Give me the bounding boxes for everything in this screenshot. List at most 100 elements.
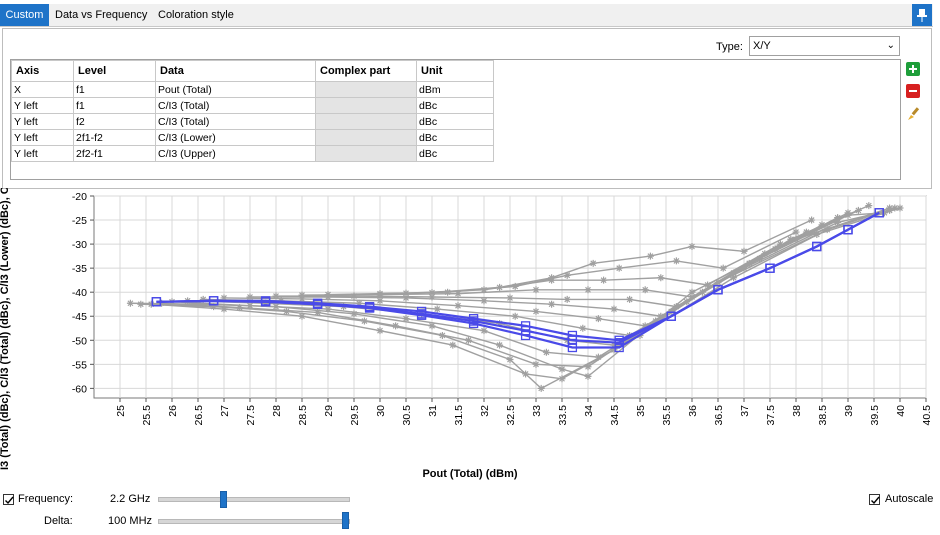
column-header-level[interactable]: Level [74,61,156,82]
tab-custom[interactable]: Custom [0,4,49,26]
x-tick-label: 40.5 [921,405,933,426]
cell-level[interactable]: 2f2-f1 [74,146,156,162]
cell-complex-part [316,114,417,130]
frequency-slider[interactable] [158,497,350,502]
pin-button[interactable] [912,4,932,26]
gray-series-point [299,313,306,320]
gray-series-point [496,342,503,349]
x-tick-label: 37.5 [765,405,777,426]
cell-data[interactable]: C/I3 (Lower) [156,130,316,146]
table-row[interactable]: Y left 2f2-f1 C/I3 (Upper) dBc [12,146,494,162]
cell-unit[interactable]: dBc [417,146,494,162]
x-tick-label: 28.5 [297,405,309,426]
cell-unit[interactable]: dBc [417,114,494,130]
gray-series-point [793,229,800,236]
frequency-checkbox[interactable] [3,494,14,505]
x-tick-label: 30 [375,405,387,417]
gray-series-point [611,306,618,313]
x-tick-label: 33 [531,405,543,417]
gray-series-point [657,313,664,320]
x-tick-label: 36.5 [713,405,725,426]
table-row[interactable]: Y left 2f1-f2 C/I3 (Lower) dBc [12,130,494,146]
x-tick-label: 31 [427,405,439,417]
cell-unit[interactable]: dBc [417,130,494,146]
gray-series-point [673,303,680,310]
gray-series-point [741,248,748,255]
cell-axis[interactable]: Y left [12,130,74,146]
x-tick-label: 30.5 [401,405,413,426]
gray-series-point [585,373,592,380]
tab-coloration-style[interactable]: Coloration style [158,4,234,26]
tab-data-vs-frequency[interactable]: Data vs Frequency [55,4,147,26]
cell-axis[interactable]: Y left [12,146,74,162]
delta-slider-thumb[interactable] [342,512,349,529]
cell-axis[interactable]: Y left [12,98,74,114]
x-tick-label: 29.5 [349,405,361,426]
cell-data[interactable]: C/I3 (Total) [156,114,316,130]
gray-series-point [548,274,555,281]
gray-series-point [533,286,540,293]
line-chart[interactable]: 25 25.5 26 26.5 27 27.5 28 28.5 29 29.5 30 30.5 31 31… [0,188,940,488]
tab-bar: Custom Data vs Frequency Coloration styl… [0,4,933,27]
cell-level[interactable]: 2f1-f2 [74,130,156,146]
autoscale-checkbox[interactable] [869,494,880,505]
gray-series-point [465,337,472,344]
gray-series-point [642,286,649,293]
cell-level[interactable]: f1 [74,82,156,98]
gray-series-point [881,209,888,216]
remove-row-button[interactable] [906,84,920,98]
gray-series-point [538,385,545,392]
gray-series-point [579,325,586,332]
gray-series-point [522,370,529,377]
gray-series-point [600,277,607,284]
gray-series-point [247,294,254,301]
column-header-complex-part[interactable]: Complex part [316,61,417,82]
cell-unit[interactable]: dBc [417,98,494,114]
frequency-value: 2.2 GHz [110,493,150,505]
gray-series-point [626,296,633,303]
gray-series-point [647,253,654,260]
x-tick-label: 25 [115,405,127,417]
cell-axis[interactable]: X [12,82,74,98]
add-row-button[interactable] [906,62,920,76]
cell-data[interactable]: C/I3 (Total) [156,98,316,114]
gray-series-point [673,257,680,264]
table-row[interactable]: Y left f2 C/I3 (Total) dBc [12,114,494,130]
cell-data[interactable]: Pout (Total) [156,82,316,98]
cell-unit[interactable]: dBm [417,82,494,98]
x-tick-label: 25.5 [141,405,153,426]
gray-series-point [127,300,134,307]
table-row[interactable]: X f1 Pout (Total) dBm [12,82,494,98]
gray-series-point [392,322,399,329]
column-header-data[interactable]: Data [156,61,316,82]
x-tick-label: 27.5 [245,405,257,426]
column-header-axis[interactable]: Axis [12,61,74,82]
delta-label: Delta: [44,515,73,527]
clear-style-button[interactable] [906,106,920,120]
cell-data[interactable]: C/I3 (Upper) [156,146,316,162]
cell-level[interactable]: f1 [74,98,156,114]
x-tick-label: 32 [479,405,491,417]
type-select[interactable]: X/Y ⌄ [749,36,900,56]
delta-slider[interactable] [158,519,350,524]
gray-series-point [314,309,321,316]
gray-series-point [533,308,540,315]
x-tick-label: 38 [791,405,803,417]
table-row[interactable]: Y left f1 C/I3 (Total) dBc [12,98,494,114]
gray-series-point [543,349,550,356]
autoscale-label: Autoscale [885,493,933,505]
cell-level[interactable]: f2 [74,114,156,130]
y-tick-label: -30 [72,239,87,251]
gray-series-point [434,306,441,313]
table-header-row: Axis Level Data Complex part Unit [12,61,494,82]
frequency-slider-thumb[interactable] [220,491,227,508]
gray-series-point [449,342,456,349]
y-tick-label: -20 [72,191,87,203]
gray-series-point [845,209,852,216]
checkmark-icon [870,495,881,506]
column-header-unit[interactable]: Unit [417,61,494,82]
y-tick-label: -25 [72,215,87,227]
gray-series-point [455,302,462,309]
cell-complex-part [316,82,417,98]
cell-axis[interactable]: Y left [12,114,74,130]
